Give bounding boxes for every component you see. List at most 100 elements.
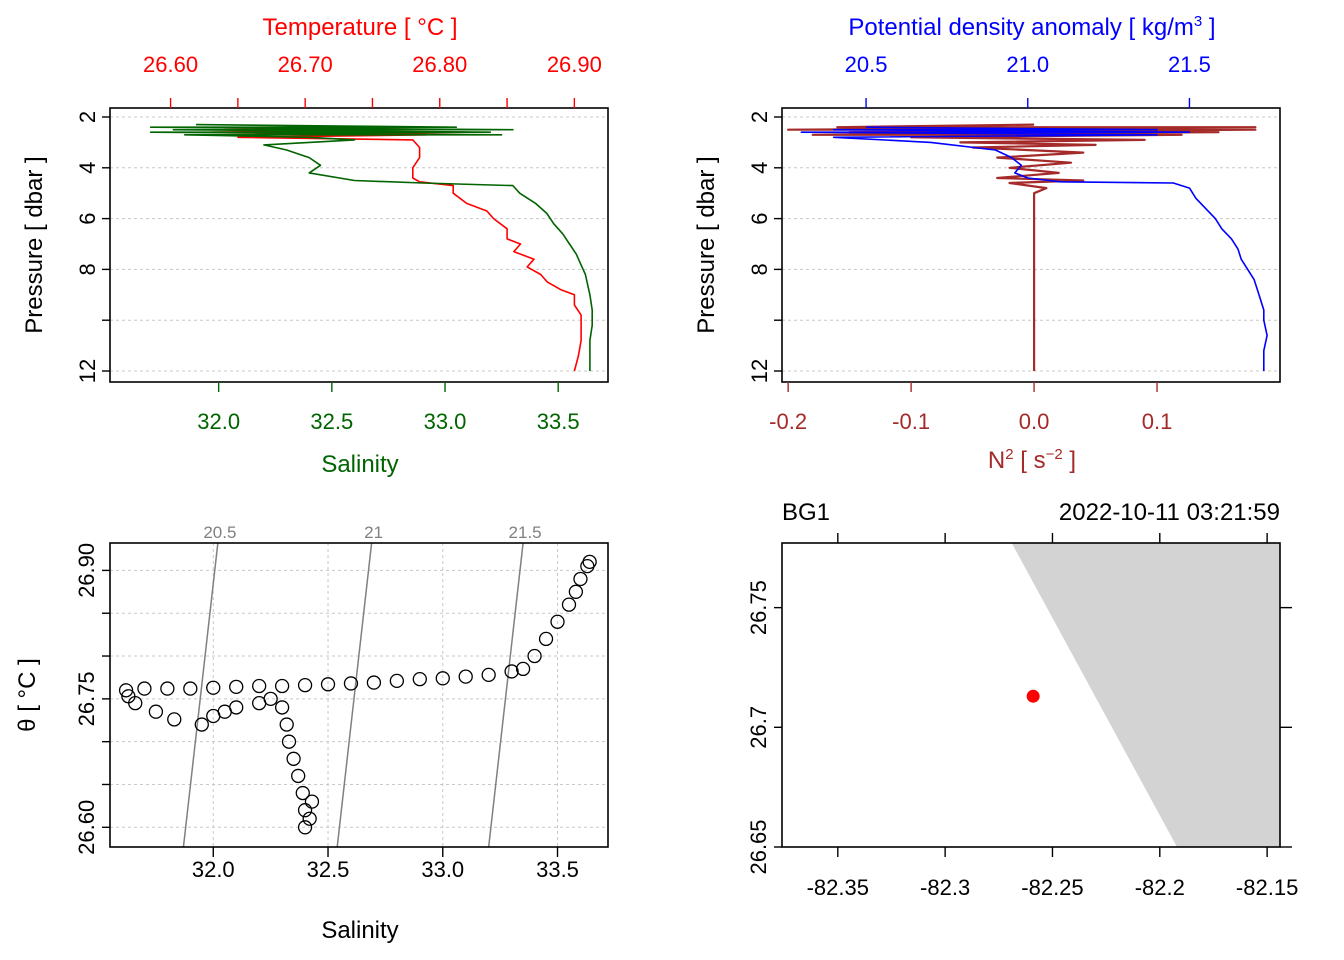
isopycnal-line <box>182 542 219 848</box>
panel-profile-temperature-salinity: 2 4 6 8 12 Pressure [ dbar ] 26.60 26.70 26.80 26… <box>21 14 609 478</box>
data-point <box>137 681 152 696</box>
tick-label: 12 <box>75 359 100 383</box>
data-point <box>183 681 198 696</box>
data-point <box>527 648 542 664</box>
series-density <box>800 126 1268 371</box>
data-point <box>118 683 134 698</box>
tick-label: 26.70 <box>278 52 333 77</box>
data-point <box>538 631 554 647</box>
tick-label: -82.2 <box>1135 875 1185 900</box>
plot-frame <box>109 542 609 848</box>
tick-label: -82.15 <box>1236 875 1298 900</box>
data-point <box>281 734 297 749</box>
series-salinity <box>149 123 594 371</box>
tick-label: 33.0 <box>424 409 467 434</box>
tick-label: 26.60 <box>74 800 99 855</box>
bottom-axis-title-part: 2 <box>1005 446 1013 463</box>
bottom-axis-title: N2 [ s−2 ] <box>988 446 1076 474</box>
data-point <box>573 571 588 587</box>
isopycnal-line <box>487 542 524 848</box>
tick-label: 33.5 <box>537 409 580 434</box>
station-marker <box>1026 689 1040 703</box>
tick-label: 21.5 <box>1168 52 1211 77</box>
data-point <box>302 811 317 826</box>
panel-ts-diagram: 20.5 21 21.5 32.0 32.5 33.0 33.5 26.60 26.75 26.9… <box>14 523 609 944</box>
data-point <box>481 667 496 683</box>
land-polygon <box>1011 543 1280 847</box>
panel-station-map: -82.35 -82.3 -82.25 -82.2 -82.15 26.65 26.7 26.… <box>746 499 1298 900</box>
tick-label: 21.0 <box>1006 52 1049 77</box>
tick-label: 6 <box>75 212 100 224</box>
tick-label: 0.0 <box>1019 409 1050 434</box>
tick-label: 26.75 <box>746 580 771 635</box>
tick-label: 32.5 <box>310 409 353 434</box>
x-axis-title: Salinity <box>321 917 398 944</box>
tick-label: 4 <box>75 162 100 174</box>
y-axis-title: θ [ °C ] <box>14 658 41 732</box>
series-temperature <box>210 126 582 372</box>
top-axis-title: Temperature [ °C ] <box>263 14 458 41</box>
tick-label: -0.1 <box>892 409 930 434</box>
data-point <box>320 677 336 692</box>
data-point <box>148 704 164 719</box>
data-point <box>366 675 382 690</box>
plot-frame <box>781 107 1281 383</box>
bottom-axis-title-part: N <box>988 447 1005 474</box>
tick-label: 8 <box>75 263 100 275</box>
tick-label: -82.25 <box>1021 875 1083 900</box>
data-point <box>263 691 278 707</box>
data-point <box>274 678 290 694</box>
y-axis-title: Pressure [ dbar ] <box>21 156 48 333</box>
y-axis-title: Pressure [ dbar ] <box>693 156 720 333</box>
top-axis-title-part: Potential density anomaly [ kg/m <box>848 14 1194 41</box>
tick-label: 2 <box>747 111 772 123</box>
data-point <box>252 678 267 694</box>
data-point <box>297 820 313 835</box>
tick-label: 12 <box>747 359 772 383</box>
tick-label: 2 <box>75 111 100 123</box>
bottom-axis-title-part: −2 <box>1046 446 1063 463</box>
isopycnal-line <box>336 542 373 848</box>
station-datetime: 2022-10-11 03:21:59 <box>1059 499 1280 526</box>
data-point <box>343 676 359 691</box>
data-point <box>274 700 290 715</box>
series-n2 <box>786 123 1257 371</box>
data-point <box>504 664 519 679</box>
tick-label: 6 <box>747 212 772 224</box>
tick-label: 4 <box>747 162 772 174</box>
tick-label: 26.80 <box>412 52 467 77</box>
data-point <box>295 785 310 801</box>
data-point <box>458 669 473 684</box>
bottom-axis-title: Salinity <box>321 451 398 478</box>
tick-label: 26.65 <box>746 819 771 874</box>
isopycnal-label: 21 <box>364 523 383 542</box>
data-point <box>297 678 313 693</box>
plot-frame <box>109 107 609 383</box>
top-axis-title-part: ] <box>1202 14 1215 41</box>
data-point <box>304 794 320 809</box>
data-point <box>515 661 531 677</box>
tick-label: 26.90 <box>74 543 99 598</box>
data-point <box>435 671 450 686</box>
tick-label: 20.5 <box>845 52 888 77</box>
data-point <box>194 717 209 732</box>
bottom-axis-title-part: [ s <box>1014 447 1046 474</box>
data-point <box>561 597 577 612</box>
tick-label: 32.0 <box>192 857 235 882</box>
data-point <box>389 673 405 689</box>
data-point <box>279 717 294 732</box>
tick-label: 26.90 <box>547 52 602 77</box>
data-point <box>291 768 306 784</box>
data-point <box>297 803 313 818</box>
tick-label: 26.60 <box>143 52 198 77</box>
tick-label: 32.5 <box>307 857 350 882</box>
tick-label: 33.5 <box>536 857 579 882</box>
isopycnal-label: 20.5 <box>203 523 236 542</box>
data-point <box>229 700 244 715</box>
panel-profile-density-n2: 2 4 6 8 12 Pressure [ dbar ] 20.5 21.0 21.5 -0.2 -… <box>693 13 1281 474</box>
data-point <box>206 680 221 695</box>
data-point <box>128 695 143 711</box>
data-point <box>160 681 175 696</box>
tick-label: 33.0 <box>421 857 464 882</box>
